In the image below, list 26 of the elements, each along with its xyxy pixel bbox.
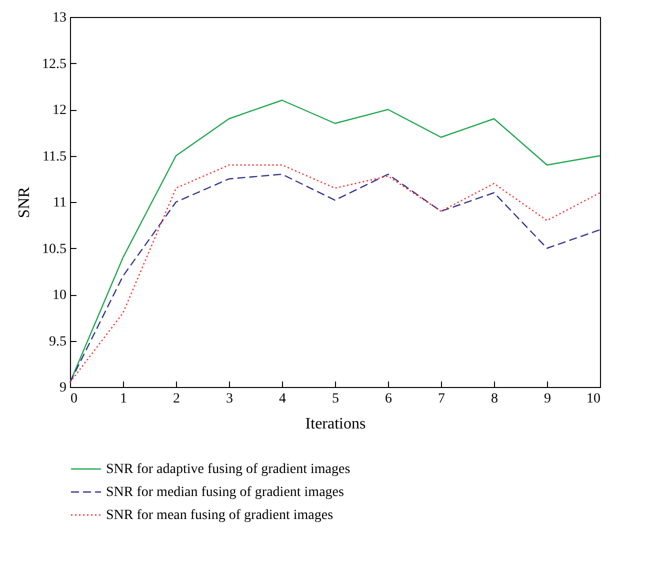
x-tick-label: 8 xyxy=(491,392,498,406)
y-axis-title: SNR xyxy=(16,186,33,218)
legend-label: SNR for median fusing of gradient images xyxy=(106,485,344,500)
y-tick-label: 11.5 xyxy=(42,149,66,164)
x-tick-label: 4 xyxy=(279,392,286,406)
x-tick-label: 3 xyxy=(226,392,233,406)
y-tick-label: 10.5 xyxy=(42,242,66,257)
y-tick-label: 13 xyxy=(52,10,66,26)
x-tick-label: 0 xyxy=(70,392,78,406)
legend-label: SNR for mean fusing of gradient images xyxy=(106,508,334,523)
x-tick-label: 10 xyxy=(586,392,600,406)
x-axis-title: Iterations xyxy=(305,416,366,432)
x-tick-label: 1 xyxy=(120,392,127,406)
y-tick-label: 9 xyxy=(60,380,66,396)
x-tick-label: 7 xyxy=(438,392,445,406)
line-series xyxy=(69,100,601,383)
y-tick-label: 11 xyxy=(53,196,66,210)
x-tick-label: 2 xyxy=(173,392,180,406)
y-tick-label: 10 xyxy=(52,288,66,303)
y-tick-label: 12.5 xyxy=(42,56,66,72)
y-tick-label: 9.5 xyxy=(49,334,66,350)
x-tick-label: 5 xyxy=(332,392,339,406)
x-tick-label: 6 xyxy=(385,392,392,406)
y-tick-label: 12 xyxy=(52,103,66,118)
legend-label: SNR for adaptive fusing of gradient images xyxy=(106,462,350,477)
x-tick-label: 9 xyxy=(544,392,551,406)
